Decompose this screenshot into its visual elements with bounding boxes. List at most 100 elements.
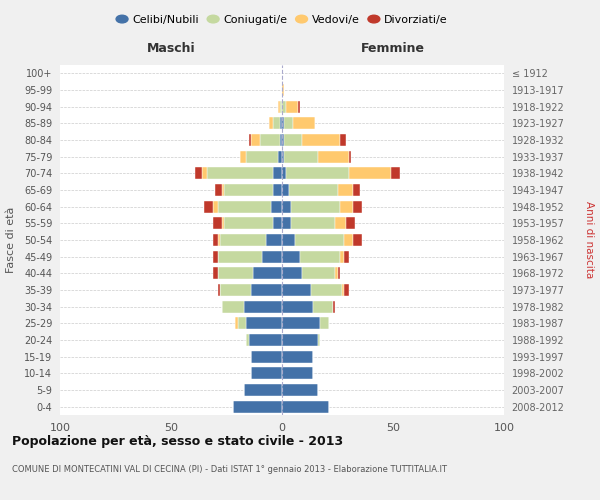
Bar <box>249 134 251 146</box>
Bar <box>282 400 329 412</box>
Bar <box>282 200 291 212</box>
Bar <box>244 300 282 312</box>
Bar <box>218 268 253 280</box>
Bar <box>260 134 280 146</box>
Bar <box>220 284 251 296</box>
Bar <box>282 268 302 280</box>
Y-axis label: Fasce di età: Fasce di età <box>5 207 16 273</box>
Bar <box>251 134 260 146</box>
Bar <box>282 318 320 330</box>
Bar <box>333 300 335 312</box>
Bar <box>218 284 220 296</box>
Bar <box>202 168 206 179</box>
Bar <box>335 218 346 230</box>
Bar <box>340 134 346 146</box>
Bar <box>313 300 333 312</box>
Bar <box>282 284 311 296</box>
Bar <box>311 284 342 296</box>
Bar <box>282 100 286 112</box>
Bar <box>278 100 280 112</box>
Bar <box>391 168 400 179</box>
Bar <box>224 218 273 230</box>
Bar <box>302 134 340 146</box>
Bar <box>340 250 344 262</box>
Bar <box>353 200 362 212</box>
Bar <box>244 384 282 396</box>
Bar <box>273 118 280 130</box>
Bar <box>282 168 286 179</box>
Bar <box>353 234 362 246</box>
Bar <box>291 218 335 230</box>
Bar <box>344 250 349 262</box>
Bar <box>215 184 222 196</box>
Bar <box>284 150 317 162</box>
Bar <box>344 234 353 246</box>
Bar <box>317 150 349 162</box>
Bar <box>251 284 282 296</box>
Bar <box>280 100 282 112</box>
Bar <box>337 268 340 280</box>
Bar <box>222 300 244 312</box>
Bar <box>282 234 295 246</box>
Bar <box>247 318 282 330</box>
Bar <box>220 234 266 246</box>
Text: Popolazione per età, sesso e stato civile - 2013: Popolazione per età, sesso e stato civil… <box>12 435 343 448</box>
Legend: Celibi/Nubili, Coniugati/e, Vedovi/e, Divorziati/e: Celibi/Nubili, Coniugati/e, Vedovi/e, Di… <box>112 10 452 29</box>
Bar <box>282 368 313 380</box>
Bar <box>280 134 282 146</box>
Bar <box>337 184 353 196</box>
Bar <box>251 368 282 380</box>
Bar <box>206 168 273 179</box>
Text: COMUNE DI MONTECATINI VAL DI CECINA (PI) - Dati ISTAT 1° gennaio 2013 - Elaboraz: COMUNE DI MONTECATINI VAL DI CECINA (PI)… <box>12 465 447 474</box>
Bar <box>262 250 282 262</box>
Bar <box>349 168 391 179</box>
Bar <box>344 284 349 296</box>
Bar <box>273 218 282 230</box>
Text: Femmine: Femmine <box>361 42 425 55</box>
Bar <box>282 118 284 130</box>
Bar <box>253 268 282 280</box>
Bar <box>269 118 273 130</box>
Bar <box>340 200 353 212</box>
Y-axis label: Anni di nascita: Anni di nascita <box>584 202 594 278</box>
Bar <box>317 334 320 346</box>
Bar <box>213 200 218 212</box>
Bar <box>222 184 224 196</box>
Bar <box>218 234 220 246</box>
Bar <box>284 134 302 146</box>
Bar <box>240 150 247 162</box>
Bar <box>302 268 335 280</box>
Bar <box>233 400 282 412</box>
Bar <box>346 218 355 230</box>
Bar <box>282 250 300 262</box>
Bar <box>213 218 222 230</box>
Bar <box>335 268 337 280</box>
Bar <box>349 150 351 162</box>
Bar <box>222 218 224 230</box>
Bar <box>196 168 202 179</box>
Bar <box>224 184 273 196</box>
Bar <box>286 100 298 112</box>
Bar <box>213 234 218 246</box>
Bar <box>282 334 317 346</box>
Bar <box>282 300 313 312</box>
Bar <box>249 334 282 346</box>
Bar <box>282 184 289 196</box>
Bar <box>235 318 238 330</box>
Bar <box>213 250 218 262</box>
Bar <box>251 350 282 362</box>
Bar <box>218 250 262 262</box>
Bar <box>320 318 329 330</box>
Bar <box>213 268 218 280</box>
Bar <box>280 118 282 130</box>
Bar <box>282 134 284 146</box>
Bar <box>282 350 313 362</box>
Bar <box>298 100 300 112</box>
Bar <box>282 384 317 396</box>
Bar <box>284 118 293 130</box>
Bar <box>286 168 349 179</box>
Text: Maschi: Maschi <box>146 42 196 55</box>
Bar <box>353 184 360 196</box>
Bar <box>271 200 282 212</box>
Bar <box>273 184 282 196</box>
